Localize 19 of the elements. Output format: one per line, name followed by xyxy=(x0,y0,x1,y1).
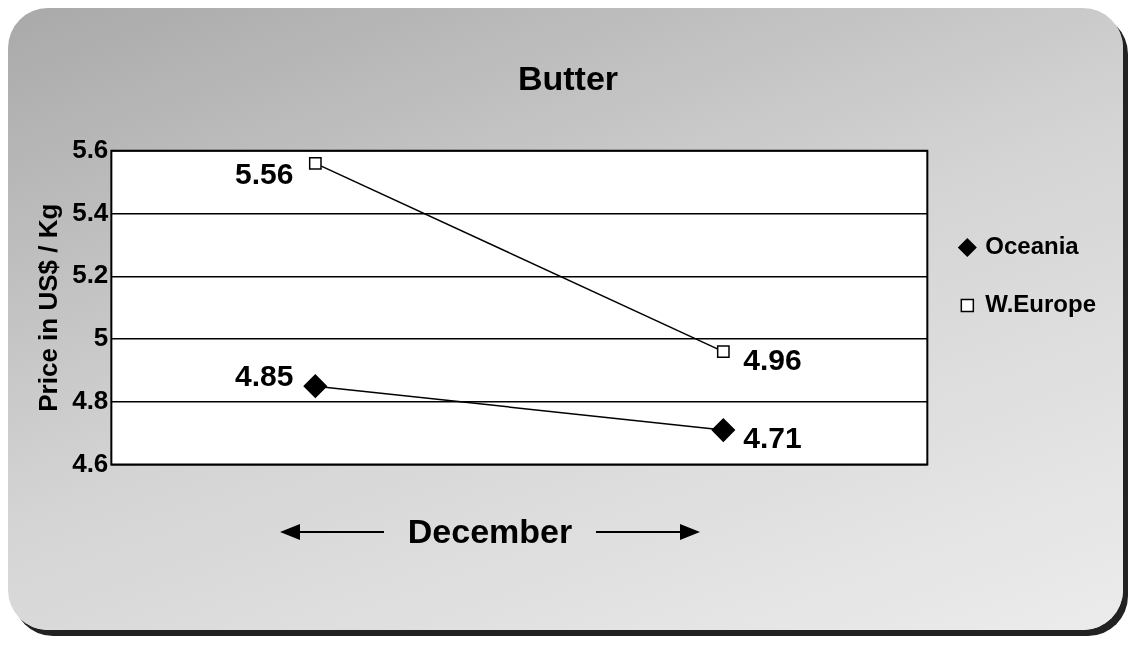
y-tick-label: 5 xyxy=(93,322,109,353)
point xyxy=(711,418,736,442)
data-label: 4.85 xyxy=(234,359,294,393)
data-label: 5.56 xyxy=(234,156,294,190)
y-tick-label: 4.6 xyxy=(72,447,109,478)
y-tick-label: 4.8 xyxy=(72,385,109,416)
y-tick-label: 5.4 xyxy=(72,196,109,227)
data-label: 4.71 xyxy=(743,421,802,455)
y-tick-label: 5.6 xyxy=(72,133,109,164)
point xyxy=(308,156,322,170)
y-axis-title: Price in US$ / Kg xyxy=(32,203,63,412)
y-tick-label: 5.2 xyxy=(72,259,109,290)
x-axis-title: December xyxy=(407,512,573,551)
data-label: 4.96 xyxy=(743,342,802,376)
legend-label: Oceania xyxy=(985,232,1080,260)
point xyxy=(716,345,730,359)
point xyxy=(303,374,328,398)
legend-label: W.Europe xyxy=(985,290,1096,318)
chart-title: Butter xyxy=(517,58,619,97)
